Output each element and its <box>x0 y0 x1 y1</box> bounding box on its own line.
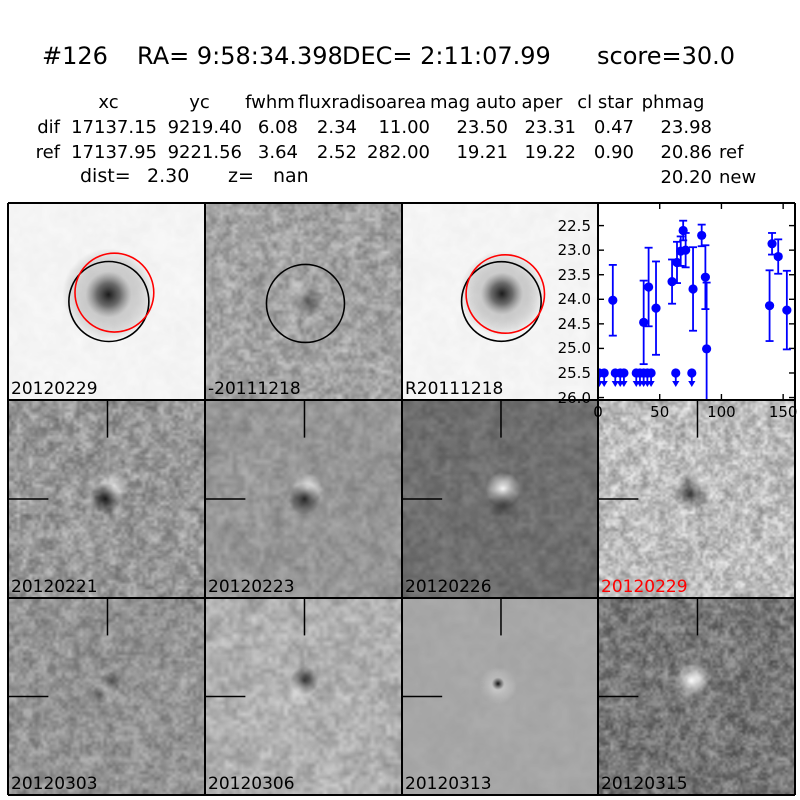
light-curve-point <box>667 277 677 287</box>
photometry-row-dif: dif 17137.15 9219.40 6.08 2.34 11.00 23.… <box>37 117 712 138</box>
cutout-panel-20120221: 20120221 <box>8 400 205 598</box>
light-curve-plot <box>598 203 795 400</box>
photometry-table: xc yc fwhm fluxrad isoarea mag auto aper… <box>28 90 765 190</box>
dist-value: 2.30 <box>147 165 190 187</box>
upper-limit-point <box>619 368 629 378</box>
cutout-overlay <box>598 400 699 500</box>
col-aper: aper <box>521 92 563 113</box>
z-value: nan <box>273 165 309 187</box>
cutout-panel-20120303: 20120303 <box>8 598 205 795</box>
cutout-overlay <box>8 400 109 500</box>
cutout-overlay <box>460 254 546 343</box>
z-label: z= <box>228 165 254 187</box>
cutout-image <box>402 203 598 400</box>
cutout-overlay <box>68 252 155 343</box>
upper-limit-point <box>599 368 609 378</box>
stamp-date-label: 20120306 <box>208 774 295 794</box>
cutout-image <box>205 203 402 400</box>
col-isoarea: isoarea <box>360 92 427 113</box>
col-xc: xc <box>98 92 119 113</box>
photometry-row-ref: ref 17137.95 9221.56 3.64 2.52 282.00 19… <box>35 142 744 163</box>
cutout-overlay <box>205 598 306 698</box>
cutout-image <box>8 203 205 400</box>
black-aperture-circle <box>265 263 346 344</box>
cutout-overlay <box>8 598 109 698</box>
light-curve-point <box>697 230 707 241</box>
cutout-panel--20111218: -20111218 <box>205 203 402 400</box>
stamp-date-label: 20120221 <box>11 577 98 597</box>
upper-limit-point <box>646 368 656 378</box>
dec-value: DEC= 2:11:07.99 <box>342 42 551 70</box>
col-yc: yc <box>189 92 210 113</box>
cutout-panel-20120229: 20120229 <box>598 400 795 598</box>
cutout-overlay <box>205 400 306 500</box>
light-curve-point <box>644 282 654 292</box>
upper-limit-point <box>687 368 697 378</box>
light-curve-point <box>608 295 618 305</box>
stamp-date-label: 20120229 <box>11 379 98 399</box>
cutout-overlay <box>598 598 699 698</box>
light-curve-point <box>767 239 777 249</box>
col-fluxrad: fluxrad <box>298 92 362 113</box>
light-curve-point <box>639 317 649 327</box>
cutout-overlay <box>265 263 346 344</box>
light-curve-point <box>651 303 661 313</box>
cutout-overlay <box>402 598 502 698</box>
light-curve-point <box>764 301 775 311</box>
stamp-date-label: 20120223 <box>208 577 295 597</box>
stamp-date-label: -20111218 <box>208 379 301 399</box>
cutout-panel-20120223: 20120223 <box>205 400 402 598</box>
stamp-date-label: 20120315 <box>601 774 688 794</box>
stamp-date-label: 20120313 <box>405 774 492 794</box>
stamp-date-label: 20120226 <box>405 577 492 597</box>
red-aperture-circle <box>74 252 155 333</box>
light-curve-point <box>672 257 682 268</box>
photometry-row-new: 20.20 new <box>660 167 757 188</box>
cutout-panel-20120229: 20120229 <box>8 203 205 400</box>
col-cl-star: cl star <box>577 92 633 113</box>
ra-value: RA= 9:58:34.398 <box>137 42 343 70</box>
light-curve-point <box>681 245 691 255</box>
cutout-panel-20120315: 20120315 <box>598 598 795 795</box>
stamp-date-label: 20120229 <box>601 577 688 597</box>
photometry-header-row: xc yc fwhm fluxrad isoarea mag auto aper… <box>28 90 765 115</box>
light-curve-point <box>688 284 698 294</box>
candidate-id: #126 <box>42 42 108 70</box>
cutout-panel-20120306: 20120306 <box>205 598 402 795</box>
stamp-date-label: R20111218 <box>405 379 504 399</box>
light-curve-canvas <box>598 203 795 400</box>
cutout-panel-R20111218: R20111218 <box>402 203 598 400</box>
col-fwhm: fwhm <box>245 92 295 113</box>
light-curve-point <box>773 251 783 262</box>
black-aperture-circle <box>460 260 542 343</box>
red-aperture-circle <box>465 254 546 335</box>
upper-limit-point <box>671 368 681 378</box>
dist-label: dist= <box>80 165 131 187</box>
cutout-panel-20120226: 20120226 <box>402 400 598 598</box>
cutout-overlay <box>402 400 502 500</box>
col-mag-auto: mag auto <box>430 92 517 113</box>
light-curve-point <box>782 305 792 315</box>
light-curve-point <box>700 272 710 282</box>
stamp-date-label: 20120303 <box>11 774 98 794</box>
score-value: score=30.0 <box>597 42 736 70</box>
black-aperture-circle <box>68 260 150 343</box>
cutout-panel-20120313: 20120313 <box>402 598 598 795</box>
light-curve-point <box>702 344 712 354</box>
col-phmag: phmag <box>641 92 705 113</box>
